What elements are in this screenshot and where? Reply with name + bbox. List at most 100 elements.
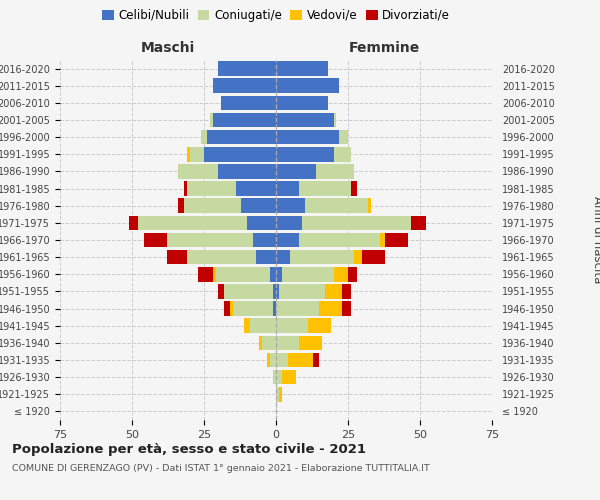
Bar: [279, 284, 325, 298]
Text: Anni di nascita: Anni di nascita: [590, 196, 600, 284]
Bar: [187, 182, 236, 196]
Bar: [342, 302, 351, 316]
Bar: [368, 198, 371, 213]
Bar: [380, 232, 385, 248]
Bar: [305, 198, 368, 213]
Bar: [279, 387, 282, 402]
Bar: [270, 352, 276, 368]
Bar: [167, 250, 187, 264]
Bar: [198, 267, 212, 281]
Bar: [212, 78, 276, 93]
Bar: [204, 147, 276, 162]
Bar: [221, 96, 276, 110]
Bar: [287, 352, 313, 368]
Bar: [143, 232, 167, 248]
Bar: [262, 336, 276, 350]
Bar: [276, 302, 319, 316]
Bar: [342, 284, 351, 298]
Bar: [334, 147, 351, 162]
Bar: [167, 232, 253, 248]
Bar: [247, 216, 276, 230]
Bar: [313, 352, 319, 368]
Bar: [276, 182, 299, 196]
Bar: [282, 370, 296, 384]
Bar: [299, 336, 322, 350]
Bar: [276, 318, 308, 333]
Bar: [218, 284, 224, 298]
Text: Femmine: Femmine: [349, 41, 419, 55]
Bar: [218, 164, 276, 178]
Bar: [276, 130, 340, 144]
Bar: [187, 147, 190, 162]
Bar: [187, 250, 256, 264]
Bar: [276, 62, 328, 76]
Bar: [276, 352, 287, 368]
Bar: [276, 112, 334, 128]
Bar: [276, 147, 334, 162]
Bar: [201, 130, 207, 144]
Bar: [273, 370, 276, 384]
Bar: [316, 164, 354, 178]
Bar: [244, 318, 250, 333]
Bar: [250, 318, 276, 333]
Bar: [276, 198, 305, 213]
Bar: [178, 198, 184, 213]
Bar: [276, 336, 299, 350]
Bar: [230, 302, 233, 316]
Bar: [308, 318, 331, 333]
Bar: [210, 112, 212, 128]
Bar: [241, 198, 276, 213]
Bar: [276, 250, 290, 264]
Bar: [334, 112, 337, 128]
Bar: [276, 370, 282, 384]
Bar: [351, 182, 356, 196]
Text: Popolazione per età, sesso e stato civile - 2021: Popolazione per età, sesso e stato civil…: [12, 442, 366, 456]
Bar: [236, 182, 276, 196]
Bar: [276, 387, 279, 402]
Bar: [218, 62, 276, 76]
Bar: [178, 164, 218, 178]
Bar: [253, 232, 276, 248]
Bar: [340, 130, 348, 144]
Bar: [299, 182, 351, 196]
Bar: [276, 284, 279, 298]
Bar: [334, 267, 348, 281]
Bar: [385, 232, 409, 248]
Bar: [362, 250, 385, 264]
Bar: [224, 284, 273, 298]
Bar: [290, 250, 354, 264]
Bar: [276, 232, 299, 248]
Text: COMUNE DI GERENZAGO (PV) - Dati ISTAT 1° gennaio 2021 - Elaborazione TUTTITALIA.: COMUNE DI GERENZAGO (PV) - Dati ISTAT 1°…: [12, 464, 430, 473]
Bar: [276, 164, 316, 178]
Bar: [276, 267, 282, 281]
Bar: [233, 302, 273, 316]
Bar: [348, 267, 356, 281]
Bar: [319, 302, 342, 316]
Bar: [276, 96, 328, 110]
Bar: [212, 267, 215, 281]
Bar: [129, 216, 138, 230]
Bar: [354, 250, 362, 264]
Bar: [256, 250, 276, 264]
Bar: [215, 267, 270, 281]
Bar: [138, 216, 247, 230]
Bar: [268, 352, 270, 368]
Bar: [212, 112, 276, 128]
Bar: [224, 302, 230, 316]
Bar: [184, 182, 187, 196]
Text: Maschi: Maschi: [141, 41, 195, 55]
Bar: [270, 267, 276, 281]
Bar: [282, 267, 334, 281]
Bar: [259, 336, 262, 350]
Bar: [190, 147, 204, 162]
Bar: [207, 130, 276, 144]
Bar: [412, 216, 426, 230]
Bar: [276, 216, 302, 230]
Bar: [276, 78, 340, 93]
Legend: Celibi/Nubili, Coniugati/e, Vedovi/e, Divorziati/e: Celibi/Nubili, Coniugati/e, Vedovi/e, Di…: [97, 4, 455, 26]
Bar: [273, 302, 276, 316]
Bar: [302, 216, 412, 230]
Bar: [273, 284, 276, 298]
Bar: [184, 198, 241, 213]
Bar: [299, 232, 380, 248]
